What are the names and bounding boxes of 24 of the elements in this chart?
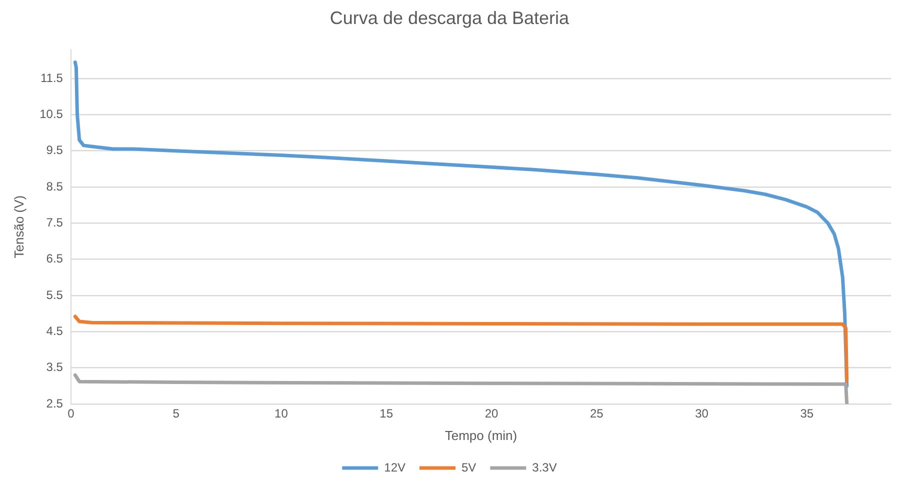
legend-label: 12V [384,460,406,474]
y-tick-label: 11.5 [40,70,64,85]
x-tick-label: 10 [274,406,288,421]
x-tick-label: 35 [800,406,814,421]
y-axis-title: Tensão (V) [11,195,26,258]
y-tick-label: 7.5 [46,215,64,230]
legend-label: 3.3V [532,460,557,474]
y-tick-label: 6.5 [46,252,64,266]
y-tick-label: 2.5 [46,396,64,410]
chart-title: Curva de descarga da Bateria [330,8,570,28]
y-tick-label: 10.5 [40,107,64,122]
legend-label: 5V [461,460,476,474]
y-tick-label: 3.5 [46,360,64,374]
x-tick-label: 0 [68,406,75,421]
x-tick-label: 5 [172,406,180,421]
y-tick-label: 9.5 [46,143,64,158]
y-tick-label: 5.5 [46,288,64,302]
x-axis-title: Tempo (min) [444,428,518,443]
x-tick-label: 30 [695,406,709,421]
y-tick-label: 8.5 [46,179,64,194]
x-tick-label: 15 [380,406,394,421]
x-tick-label: 20 [484,406,498,421]
y-tick-label: 4.5 [46,324,64,338]
x-tick-label: 25 [590,406,604,421]
